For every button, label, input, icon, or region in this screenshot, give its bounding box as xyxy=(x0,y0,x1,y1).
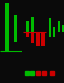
Bar xyxy=(36,32,40,46)
Bar xyxy=(5,3,9,51)
Bar xyxy=(31,32,34,43)
Bar xyxy=(14,15,17,42)
Bar xyxy=(53,27,55,37)
Bar xyxy=(62,25,64,32)
Bar xyxy=(26,32,29,37)
Bar xyxy=(41,32,45,46)
Bar xyxy=(26,21,29,32)
Bar xyxy=(31,17,34,32)
Bar xyxy=(49,18,51,37)
Bar xyxy=(58,21,60,32)
